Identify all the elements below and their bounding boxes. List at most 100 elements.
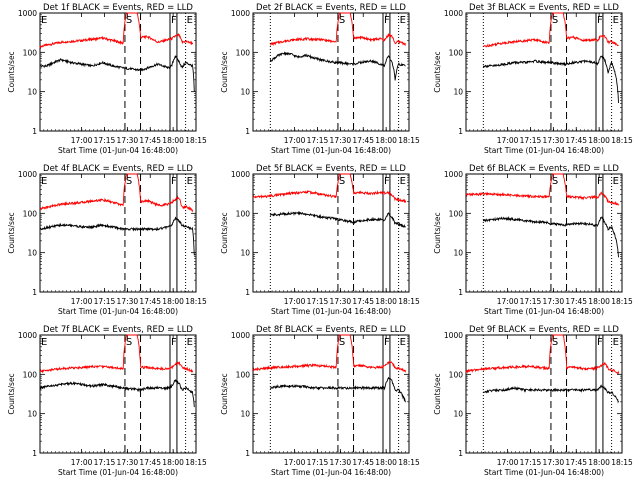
y-tick-label: 1 xyxy=(458,449,463,458)
chart-panel: Det 4f BLACK = Events, RED = LLD 1000 100 1… xyxy=(7,164,207,316)
plot-frame xyxy=(465,334,623,454)
y-tick-label: 10 xyxy=(240,88,250,97)
x-tick-label: 17:15 xyxy=(307,297,329,306)
events-series-line xyxy=(39,55,195,92)
events-series-line xyxy=(482,384,619,404)
y-tick-label: 10 xyxy=(27,249,37,258)
y-tick-label: 100 xyxy=(23,209,38,218)
plot-frame xyxy=(252,173,410,293)
x-tick-label: 17:00 xyxy=(284,458,306,467)
lld-series-line xyxy=(39,334,194,374)
chart-title: Det 6f BLACK = Events, RED = LLD xyxy=(469,164,619,174)
y-tick-label: 1 xyxy=(458,127,463,136)
x-tick-label: 17:00 xyxy=(71,136,93,145)
x-axis-label: Start Time (01-Jun-04 16:48:00) xyxy=(484,146,604,155)
x-tick-label: 17:30 xyxy=(330,136,352,145)
y-axis-label: Counts/sec xyxy=(7,212,16,253)
y-tick-label: 1000 xyxy=(444,331,463,340)
x-tick-label: 17:45 xyxy=(565,297,587,306)
x-axis-label: Start Time (01-Jun-04 16:48:00) xyxy=(271,307,391,316)
plot-frame xyxy=(465,12,623,132)
y-tick-label: 100 xyxy=(23,370,38,379)
x-tick-label: 17:15 xyxy=(307,458,329,467)
x-tick-label: 18:00 xyxy=(375,458,397,467)
y-tick-label: 10 xyxy=(453,410,463,419)
y-tick-label: 1 xyxy=(32,449,37,458)
time-marker-label: S xyxy=(339,337,345,348)
y-axis-label: Counts/sec xyxy=(433,51,442,92)
y-tick-label: 1 xyxy=(245,127,250,136)
y-tick-label: 1000 xyxy=(231,9,250,18)
chart-panel: Det 1f BLACK = Events, RED = LLD 1000 100 1… xyxy=(7,3,207,155)
time-marker-label: E xyxy=(400,176,406,187)
time-marker-label: E xyxy=(400,337,406,348)
time-marker-label: E xyxy=(613,337,619,348)
x-tick-label: 18:15 xyxy=(611,458,633,467)
x-tick-label: 18:00 xyxy=(588,297,610,306)
x-tick-label: 17:15 xyxy=(520,136,542,145)
events-series-line xyxy=(39,216,195,256)
y-tick-label: 10 xyxy=(27,410,37,419)
events-series-line xyxy=(269,376,406,403)
lld-series-line xyxy=(270,12,406,47)
x-axis-label: Start Time (01-Jun-04 16:48:00) xyxy=(58,468,178,477)
time-marker-label: F xyxy=(171,176,177,187)
time-marker-label: E xyxy=(187,15,193,26)
x-tick-label: 18:15 xyxy=(185,297,207,306)
x-tick-label: 17:30 xyxy=(117,136,139,145)
y-tick-label: 1000 xyxy=(18,170,37,179)
events-series-line xyxy=(39,378,195,408)
chart-panel: Det 2f BLACK = Events, RED = LLD 1000 100 1… xyxy=(220,3,420,155)
plot-frame xyxy=(252,12,410,132)
x-tick-label: 18:15 xyxy=(185,458,207,467)
time-marker-label: E xyxy=(187,176,193,187)
y-tick-label: 100 xyxy=(236,209,251,218)
x-axis-label: Start Time (01-Jun-04 16:48:00) xyxy=(271,468,391,477)
y-tick-label: 100 xyxy=(236,370,251,379)
chart-panel: Det 7f BLACK = Events, RED = LLD 1000 100 1… xyxy=(7,325,207,477)
y-tick-label: 1000 xyxy=(444,9,463,18)
time-marker-label: E xyxy=(613,176,619,187)
x-tick-label: 17:45 xyxy=(565,458,587,467)
x-tick-label: 17:45 xyxy=(139,297,161,306)
time-marker-label: S xyxy=(339,15,345,26)
x-tick-label: 17:15 xyxy=(520,297,542,306)
y-tick-label: 1000 xyxy=(444,170,463,179)
x-tick-label: 17:30 xyxy=(543,458,565,467)
y-tick-label: 10 xyxy=(240,249,250,258)
chart-panel: Det 5f BLACK = Events, RED = LLD 1000 100 1… xyxy=(220,164,420,316)
plot-frame xyxy=(39,12,197,132)
x-tick-label: 17:45 xyxy=(139,458,161,467)
y-tick-label: 100 xyxy=(449,370,464,379)
chart-title: Det 4f BLACK = Events, RED = LLD xyxy=(43,164,193,174)
y-tick-label: 100 xyxy=(449,209,464,218)
plot-frame xyxy=(39,173,197,293)
plot-frame xyxy=(465,173,623,293)
time-marker-label: F xyxy=(384,176,390,187)
plot-frame xyxy=(252,334,410,454)
lld-series-line xyxy=(39,12,194,50)
x-tick-label: 17:45 xyxy=(352,136,374,145)
x-tick-label: 17:30 xyxy=(117,458,139,467)
y-tick-label: 1000 xyxy=(18,9,37,18)
x-tick-label: 17:00 xyxy=(71,458,93,467)
y-axis-label: Counts/sec xyxy=(433,212,442,253)
x-tick-label: 17:00 xyxy=(71,297,93,306)
x-tick-label: 17:30 xyxy=(543,136,565,145)
x-tick-label: 18:00 xyxy=(162,136,184,145)
time-marker-label: S xyxy=(552,15,558,26)
time-marker-label: E xyxy=(400,15,406,26)
y-axis-label: Counts/sec xyxy=(433,373,442,414)
x-axis-label: Start Time (01-Jun-04 16:48:00) xyxy=(58,146,178,155)
x-tick-label: 18:15 xyxy=(398,297,420,306)
y-tick-label: 100 xyxy=(449,48,464,57)
x-tick-label: 17:45 xyxy=(565,136,587,145)
y-tick-label: 10 xyxy=(453,249,463,258)
y-tick-label: 10 xyxy=(453,88,463,97)
lld-series-line xyxy=(465,173,620,206)
y-tick-label: 1 xyxy=(32,288,37,297)
x-axis-label: Start Time (01-Jun-04 16:48:00) xyxy=(58,307,178,316)
x-tick-label: 18:00 xyxy=(588,136,610,145)
time-marker-label: F xyxy=(597,15,603,26)
